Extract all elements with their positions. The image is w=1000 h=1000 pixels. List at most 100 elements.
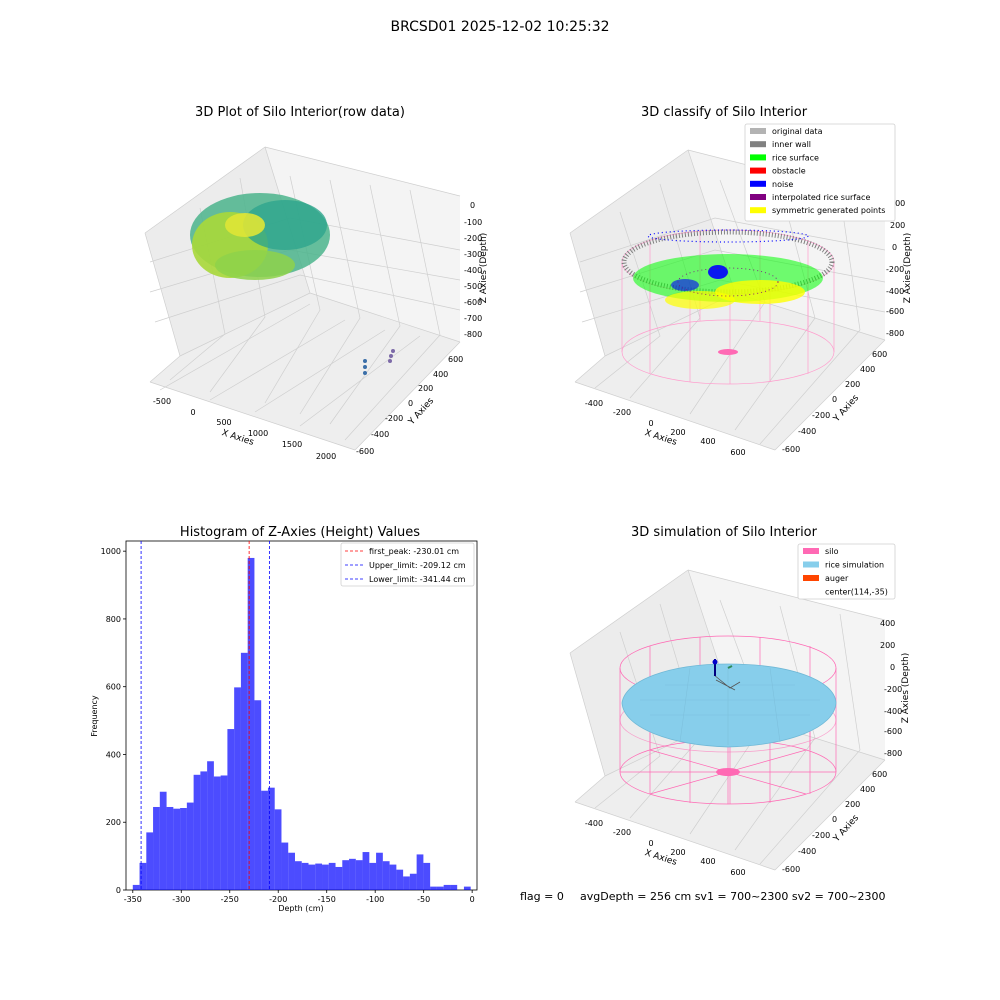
classify-yticks: 600 400 200 0 -200 -400 -600 xyxy=(782,350,887,454)
raw-xtick: 0 xyxy=(190,408,195,417)
sim-legend: silo rice simulation auger center(114,-35) xyxy=(797,543,896,600)
classify-legend-swatch xyxy=(750,167,766,174)
hist-bar xyxy=(207,761,214,890)
classify-ztick: 400 xyxy=(890,199,905,208)
hist-bar xyxy=(349,858,356,890)
sim-legend-label: center(114,-35) xyxy=(825,588,888,597)
sim-ztick: -200 xyxy=(884,685,902,694)
classify-ztick: -400 xyxy=(886,287,904,296)
sim-legend-swatch xyxy=(803,548,819,554)
raw-xtick: -500 xyxy=(153,397,171,406)
hist-bar xyxy=(247,557,255,890)
classify-legend-swatch xyxy=(750,194,766,200)
hist-ytick-label: 1000 xyxy=(101,547,121,556)
hist-title: Histogram of Z-Axies (Height) Values xyxy=(180,525,420,540)
raw-ztick: -300 xyxy=(464,250,482,259)
hist-vlines xyxy=(140,541,270,890)
sim-ztick: -800 xyxy=(884,749,902,758)
hist-bar xyxy=(146,832,154,890)
sim-rice-surface xyxy=(621,659,837,748)
raw-ztick: -700 xyxy=(464,314,482,323)
hist-ytick-label: 0 xyxy=(116,886,121,895)
classify-legend-swatch xyxy=(750,128,766,134)
raw-ytick: 200 xyxy=(418,384,433,393)
classify-ytick: 600 xyxy=(872,350,887,359)
hist-bar xyxy=(240,652,248,890)
classify-legend-label: original data xyxy=(772,127,823,136)
hist-legend-label: Upper_limit: -209.12 cm xyxy=(369,561,466,570)
hist-xtick-label: -50 xyxy=(417,895,430,904)
hist-bar xyxy=(396,869,404,890)
sim-title: 3D simulation of Silo Interior xyxy=(631,525,818,540)
hist-bar xyxy=(227,729,235,890)
raw-ztick: -600 xyxy=(464,298,482,307)
footer-flag: flag = 0 xyxy=(520,890,564,903)
hist-xtick-label: -100 xyxy=(366,895,384,904)
raw-yticks: 600 400 200 0 -200 -400 -600 xyxy=(356,355,463,456)
hist-bar xyxy=(382,861,390,890)
classify-xtick: -400 xyxy=(585,399,603,408)
hist-bar xyxy=(436,886,444,890)
hist-xlabel: Depth (cm) xyxy=(278,904,323,913)
footer-info: avgDepth = 256 cm sv1 = 700~2300 sv2 = 7… xyxy=(580,890,886,903)
hist-bars xyxy=(132,557,471,890)
hist-bar xyxy=(267,787,275,890)
hist-bar xyxy=(315,863,323,890)
hist-bar xyxy=(362,852,370,890)
hist-bar xyxy=(173,808,181,890)
hist-bar xyxy=(443,884,451,890)
hist-xtick-label: -250 xyxy=(221,895,239,904)
hist-bar xyxy=(193,774,201,890)
classify-ztick: -200 xyxy=(886,265,904,274)
sim-legend-label: silo xyxy=(825,547,839,556)
classify-xtick: 600 xyxy=(730,448,745,457)
sim-ytick: -200 xyxy=(812,831,830,840)
classify-ytick: 0 xyxy=(832,395,837,404)
classify-legend-label: rice surface xyxy=(772,153,819,162)
raw-ztick: -400 xyxy=(464,266,482,275)
raw-xtick: 500 xyxy=(216,418,231,427)
raw-ztick: 0 xyxy=(470,201,475,210)
hist-bar xyxy=(308,864,316,890)
sim-xtick: 400 xyxy=(700,857,715,866)
raw-ztick: -800 xyxy=(464,330,482,339)
hist-bar xyxy=(389,864,397,890)
sim-ytick: 0 xyxy=(832,815,837,824)
raw-ytick: 600 xyxy=(448,355,463,364)
hist-ytick-label: 200 xyxy=(106,818,121,827)
hist-bar xyxy=(409,873,417,890)
sim-ytick: 400 xyxy=(860,785,875,794)
hist-xtick-label: -350 xyxy=(124,895,142,904)
sim-legend-label: auger xyxy=(825,574,849,583)
hist-bar xyxy=(403,876,410,890)
sim-ztick: -400 xyxy=(884,707,902,716)
sim-ytick: -400 xyxy=(798,847,816,856)
sim-legend-swatch xyxy=(803,561,819,568)
classify-legend: original data inner wall rice surface obsta… xyxy=(744,123,896,222)
raw-ytick: -400 xyxy=(371,430,389,439)
sim-xtick: 600 xyxy=(730,868,745,877)
hist-bar xyxy=(322,864,329,890)
hist-bar xyxy=(416,854,424,890)
classify-xticks: -400 -200 0 200 400 600 xyxy=(585,399,746,457)
hist-ytick-label: 600 xyxy=(106,683,121,692)
hist-bar xyxy=(423,862,431,890)
classify-legend-label: obstacle xyxy=(772,167,806,176)
classify-ytick: 200 xyxy=(845,380,860,389)
hist-bar xyxy=(450,884,458,890)
hist-bar xyxy=(328,862,336,890)
panel-simulation-3d: 3D simulation of Silo Interior xyxy=(569,525,911,877)
classify-xtick: 200 xyxy=(670,428,685,437)
classify-zticks: 400 200 0 -200 -400 -600 -800 xyxy=(886,199,905,338)
hist-xtick-label: -150 xyxy=(318,895,336,904)
hist-legend: first_peak: -230.01 cm Upper_limit: -209.… xyxy=(340,542,475,587)
sim-zticks: 400 200 0 -200 -400 -600 -800 xyxy=(880,619,902,758)
classify-legend-label: noise xyxy=(772,180,793,189)
hist-bar xyxy=(186,802,194,890)
classify-legend-label: interpolated rice surface xyxy=(772,193,870,202)
hist-ytick-label: 400 xyxy=(106,750,121,759)
hist-bar xyxy=(200,771,208,890)
sim-ytick: 600 xyxy=(872,770,887,779)
hist-ytick-label: 800 xyxy=(106,615,121,624)
